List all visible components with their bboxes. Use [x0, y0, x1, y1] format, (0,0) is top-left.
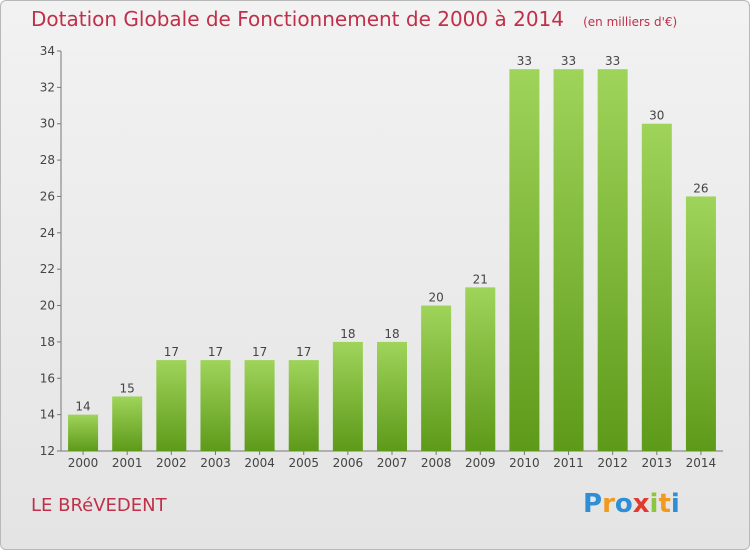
- logo-letter: i: [649, 489, 659, 519]
- bar-2014: [685, 196, 716, 451]
- y-tick-label: 20: [40, 299, 55, 313]
- bar-value-label: 17: [164, 345, 179, 359]
- logo-letter: o: [614, 489, 633, 519]
- logo-letter: r: [602, 489, 615, 519]
- bar-value-label: 17: [208, 345, 223, 359]
- bar-value-label: 33: [517, 54, 532, 68]
- bar-value-label: 14: [75, 400, 90, 414]
- logo-letter: P: [583, 489, 603, 519]
- bar-2011: [553, 69, 584, 451]
- title-text: Dotation Globale de Fonctionnement de 20…: [31, 7, 564, 31]
- x-tick-label: 2011: [553, 456, 584, 470]
- bars: [68, 69, 716, 452]
- y-tick-label: 16: [40, 371, 55, 385]
- bar-value-label: 21: [473, 272, 488, 286]
- bar-2010: [509, 69, 540, 451]
- axes: 12 14 16 18 20 22 24 26 28 30 32 34: [40, 44, 723, 458]
- x-tick-label: 2002: [156, 456, 187, 470]
- logo-letter: i: [670, 489, 680, 519]
- bar-2008: [421, 305, 452, 451]
- bar-value-label: 33: [605, 54, 620, 68]
- logo-letter: t: [658, 489, 671, 519]
- bar-value-label: 20: [428, 291, 443, 305]
- x-tick-label: 2000: [68, 456, 99, 470]
- x-tick-label: 2008: [421, 456, 452, 470]
- x-tick-label: 2005: [288, 456, 319, 470]
- proxiti-logo[interactable]: Proxiti: [583, 489, 680, 519]
- bar-value-label: 17: [252, 345, 267, 359]
- y-tick-label: 34: [40, 44, 55, 58]
- bar-2013: [641, 123, 672, 452]
- bar-2005: [288, 360, 319, 451]
- y-tick-label: 30: [40, 117, 55, 131]
- x-tick-label: 2006: [333, 456, 364, 470]
- bar-2009: [465, 287, 496, 451]
- commune-name: LE BRéVEDENT: [31, 495, 167, 516]
- chart-title: Dotation Globale de Fonctionnement de 20…: [31, 7, 677, 31]
- x-tick-label: 2009: [465, 456, 496, 470]
- x-tick-label: 2010: [509, 456, 540, 470]
- y-tick-label: 26: [40, 189, 55, 203]
- x-tick-label: 2013: [642, 456, 673, 470]
- bar-2012: [597, 69, 628, 451]
- bar-2002: [156, 360, 187, 451]
- x-tick-label: 2007: [377, 456, 408, 470]
- bar-value-label: 15: [120, 381, 135, 395]
- bar-2004: [244, 360, 275, 451]
- x-tick-label: 2014: [686, 456, 717, 470]
- bar-value-label: 18: [340, 327, 355, 341]
- x-tick-label: 2003: [200, 456, 231, 470]
- y-tick-label: 22: [40, 262, 55, 276]
- y-tick-label: 32: [40, 80, 55, 94]
- bar-value-label: 26: [693, 181, 708, 195]
- y-tick-label: 14: [40, 408, 55, 422]
- x-tick-label: 2001: [112, 456, 143, 470]
- bar-2007: [377, 341, 407, 451]
- bar-value-label: 18: [384, 327, 399, 341]
- bar-2001: [112, 396, 143, 451]
- bar-labels: 2000 14 2001 15 2002 17 2003 17 2004 17 2005 17 2006…: [68, 54, 716, 470]
- bar-value-label: 17: [296, 345, 311, 359]
- logo-letter: x: [632, 489, 650, 519]
- y-tick-label: 12: [40, 444, 55, 458]
- bar-value-label: 30: [649, 109, 664, 123]
- bar-value-label: 33: [561, 54, 576, 68]
- bar-2006: [332, 341, 363, 451]
- y-tick-label: 28: [40, 153, 55, 167]
- unit-note: (en milliers d'€): [583, 15, 678, 29]
- x-tick-label: 2004: [244, 456, 275, 470]
- y-tick-label: 24: [40, 226, 55, 240]
- bar-2003: [200, 360, 231, 451]
- x-tick-label: 2012: [597, 456, 628, 470]
- bar-2000: [68, 414, 99, 451]
- y-tick-label: 18: [40, 335, 55, 349]
